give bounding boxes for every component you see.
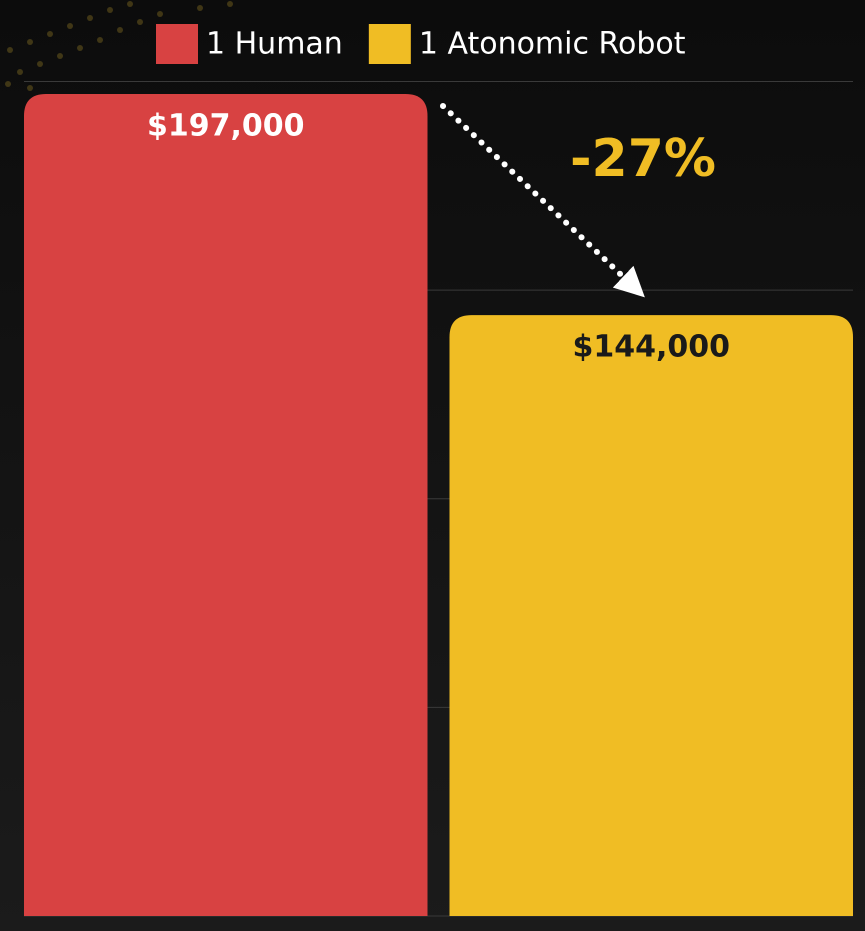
legend-swatch <box>156 24 198 64</box>
legend: 1 Human 1 Atonomic Robot <box>156 24 686 64</box>
legend-swatch <box>368 24 411 64</box>
data-label: $197,000 <box>147 109 305 144</box>
bar <box>24 94 428 916</box>
annotation: -27% <box>570 129 716 189</box>
bar <box>449 315 853 916</box>
data-label: $144,000 <box>572 330 730 365</box>
arrow <box>440 103 645 298</box>
legend-label: 1 Human <box>206 27 343 62</box>
plot: $197,000 $144,000 <box>24 81 853 917</box>
decor-dots <box>5 1 233 91</box>
legend-label: 1 Atonomic Robot <box>419 27 686 62</box>
